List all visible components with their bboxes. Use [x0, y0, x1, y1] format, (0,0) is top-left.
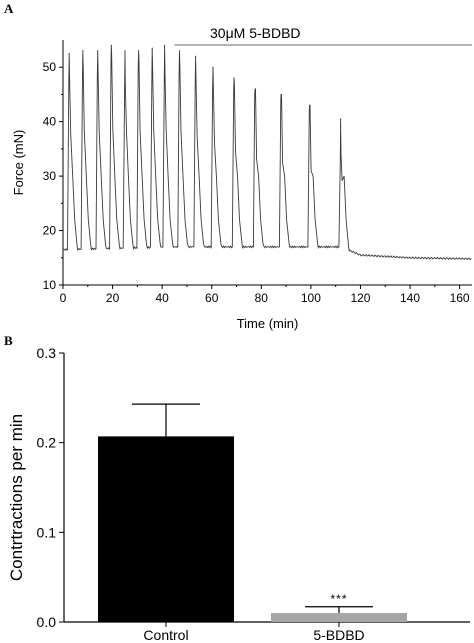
contraction-peak-point: [178, 50, 181, 52]
x-tick-label: 20: [106, 291, 120, 305]
contraction-peak-point: [195, 55, 197, 57]
contraction-peak-point: [82, 50, 84, 52]
x-tick-label: 0: [60, 291, 67, 305]
force-trace-chart: 0 20 40 60 80 100 120 140 160 10 20 30 40 50 Time (min…: [11, 25, 472, 331]
bar-5-bdbd: [271, 613, 407, 622]
significance-marker: ***: [330, 592, 347, 606]
y-tick-label: 20: [43, 224, 57, 238]
y-tick-label: 0.0: [37, 614, 57, 630]
contraction-peak-point: [254, 88, 256, 90]
contraction-peak-point: [280, 93, 282, 96]
y-axis-title: Contrtractions per min: [7, 414, 26, 581]
contraction-peak-point: [309, 104, 311, 106]
x-tick-label: 120: [350, 291, 370, 305]
contraction-peak-point: [164, 44, 166, 47]
contraction-peak-point: [233, 77, 235, 79]
x-category-label: 5-BDBD: [313, 627, 364, 643]
x-tick-label: 140: [400, 291, 420, 305]
contraction-peak-point: [138, 50, 140, 52]
y-tick-label: 30: [43, 169, 57, 183]
y-tick-label: 10: [43, 278, 57, 292]
x-tick-label: 40: [155, 291, 169, 305]
y-axis-title: Force (mN): [11, 130, 26, 196]
y-tick-label: 0.1: [37, 524, 57, 540]
drug-annotation-label: 30μM 5-BDBD: [210, 25, 301, 41]
panel-a-label: A: [4, 1, 14, 16]
contraction-peak-point: [151, 47, 153, 49]
contraction-peak-point: [68, 53, 70, 55]
x-tick-label: 60: [205, 291, 219, 305]
contraction-peak-point: [340, 118, 342, 120]
x-tick-label: 80: [255, 291, 269, 305]
x-category-label: Control: [143, 627, 188, 643]
contraction-bar-chart: 0.0 0.1 0.2 0.3 Contrtractions per min Contro…: [7, 345, 470, 643]
y-tick-label: 0.3: [37, 345, 57, 361]
x-tick-label: 100: [301, 291, 321, 305]
contraction-peak-point: [110, 44, 112, 47]
panel-b-label: B: [4, 333, 13, 348]
force-trace-line: [62, 45, 472, 261]
y-tick-label: 40: [43, 115, 57, 129]
x-axis-title: Time (min): [237, 316, 299, 331]
y-tick-label: 0.2: [37, 435, 57, 451]
contraction-peak-point: [97, 50, 99, 52]
contraction-peak-point: [212, 66, 214, 68]
bar-control: [98, 436, 234, 622]
y-tick-label: 50: [43, 60, 57, 74]
contraction-peak-point: [124, 50, 126, 52]
x-tick-label: 160: [450, 291, 470, 305]
